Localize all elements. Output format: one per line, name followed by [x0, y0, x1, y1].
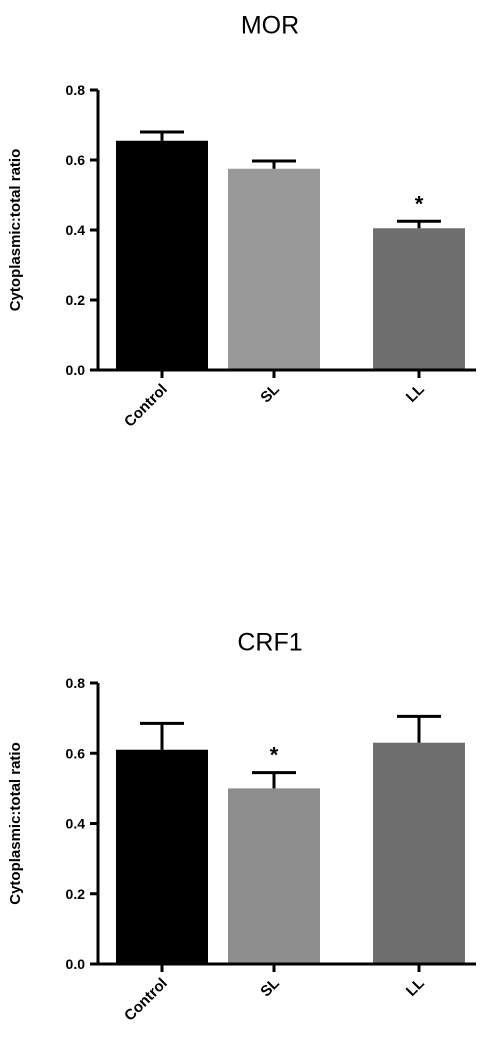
x-tick-label: Control — [121, 975, 171, 1025]
bar — [228, 788, 320, 964]
x-tick-label: LL — [403, 381, 428, 406]
significance-marker: * — [270, 743, 279, 768]
chart-title: CRF1 — [237, 629, 302, 657]
bar — [373, 742, 465, 964]
y-tick-label: 0.2 — [66, 886, 86, 902]
y-tick-label: 0.4 — [66, 816, 86, 832]
y-tick-label: 0.0 — [66, 956, 86, 972]
bar — [116, 749, 208, 964]
x-tick-label: SL — [257, 975, 283, 1001]
y-tick-label: 0.8 — [66, 82, 86, 98]
y-axis-label: Cytoplasmic:total ratio — [7, 742, 24, 905]
y-tick-label: 0.6 — [66, 152, 86, 168]
y-tick-label: 0.6 — [66, 745, 86, 761]
x-tick-label: Control — [121, 381, 171, 431]
y-axis-label: Cytoplasmic:total ratio — [7, 149, 24, 312]
significance-marker: * — [415, 191, 424, 216]
chart-panel-1: MOR Cytoplasmic:total ratio * 0.0 0.2 0.4 0.6 0… — [7, 12, 476, 431]
chart-panel-2: CRF1 Cytoplasmic:total ratio * 0.0 0.2 0.4 0.6… — [7, 629, 476, 1025]
y-tick-label: 0.8 — [66, 675, 86, 691]
x-tick-label: SL — [257, 381, 283, 407]
bar — [116, 140, 208, 370]
y-tick-label: 0.4 — [66, 222, 86, 238]
y-tick-label: 0.2 — [66, 292, 86, 308]
x-tick-label: LL — [403, 975, 428, 1000]
y-tick-label: 0.0 — [66, 362, 86, 378]
bar — [373, 228, 465, 370]
chart-title: MOR — [241, 12, 299, 40]
bar — [228, 168, 320, 370]
